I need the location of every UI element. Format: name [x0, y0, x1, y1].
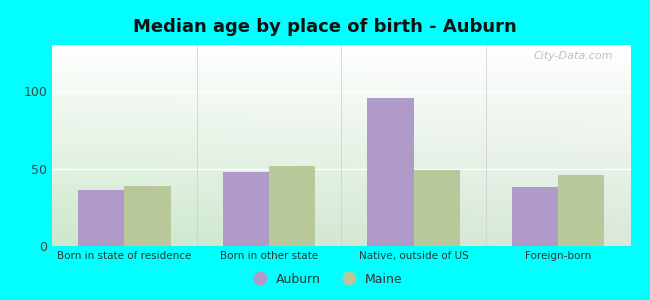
Bar: [558, 175, 605, 246]
Bar: [78, 190, 124, 246]
Bar: [269, 166, 315, 246]
Bar: [413, 170, 460, 246]
Text: City-Data.com: City-Data.com: [534, 51, 613, 61]
Bar: [512, 187, 558, 246]
Text: Median age by place of birth - Auburn: Median age by place of birth - Auburn: [133, 18, 517, 36]
Bar: [367, 98, 413, 246]
Bar: [124, 186, 170, 246]
Bar: [223, 172, 269, 246]
Legend: Auburn, Maine: Auburn, Maine: [242, 268, 408, 291]
